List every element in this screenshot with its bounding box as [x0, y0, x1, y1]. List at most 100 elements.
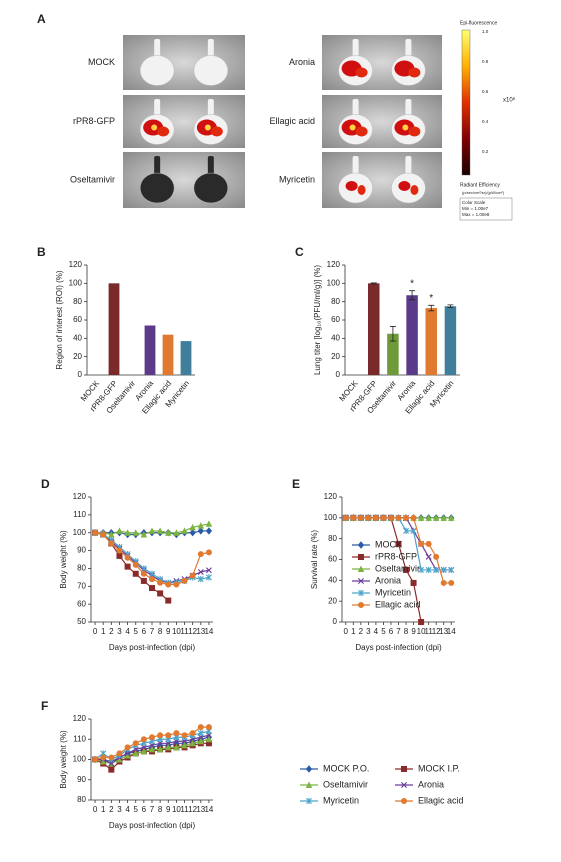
- fluorescence-signal: [357, 185, 366, 195]
- bar: [444, 306, 457, 375]
- legend-marker: [357, 541, 365, 549]
- data-point: [100, 531, 107, 538]
- x-tick-label: 6: [389, 627, 394, 636]
- fluorescence-signal: [355, 126, 368, 137]
- y-tick-label: 120: [327, 260, 341, 269]
- x-tick-label: 11: [180, 627, 189, 636]
- color-scale-box: [459, 197, 513, 221]
- x-tick-label: 7: [150, 627, 155, 636]
- trachea: [207, 99, 214, 118]
- y-tick-label: 80: [328, 534, 337, 543]
- y-tick-label: 60: [331, 315, 340, 324]
- bar: [180, 341, 192, 375]
- x-tick-label: 0: [344, 627, 349, 636]
- data-point: [148, 585, 155, 592]
- fluorescence-signal: [345, 181, 358, 191]
- sample-label: rPR8-GFP: [73, 116, 115, 126]
- lung-image-tile: [123, 95, 245, 148]
- data-point: [124, 744, 131, 751]
- x-tick-label: 8: [404, 627, 409, 636]
- trachea: [352, 156, 359, 176]
- data-point: [448, 579, 455, 586]
- y-axis-label: Survival rate (%): [310, 530, 319, 589]
- data-point: [165, 743, 172, 751]
- x-tick-label: 10: [172, 805, 181, 814]
- fluorescence-signal: [157, 126, 170, 137]
- y-tick-label: 80: [77, 564, 86, 573]
- data-point: [124, 554, 131, 561]
- data-point: [132, 749, 139, 757]
- data-point: [148, 576, 155, 583]
- data-point: [205, 735, 213, 743]
- x-tick-label: 2: [109, 627, 114, 636]
- trachea: [154, 156, 161, 176]
- y-tick-label: 50: [77, 617, 86, 626]
- y-tick-label: 40: [331, 333, 340, 342]
- data-point: [173, 529, 180, 536]
- trachea: [405, 99, 412, 118]
- data-point: [205, 574, 212, 581]
- data-point: [140, 565, 147, 572]
- data-point: [181, 741, 188, 749]
- sample-label: MOCK: [88, 57, 115, 67]
- legend-label: Ellagic acid: [375, 599, 421, 609]
- legend-label: Aronia: [375, 575, 401, 585]
- data-point: [425, 514, 432, 521]
- data-point: [447, 514, 455, 521]
- data-point: [189, 523, 196, 531]
- data-point: [181, 577, 188, 584]
- legend-label: MOCK I.P.: [418, 763, 460, 773]
- y-tick-label: 90: [77, 775, 86, 784]
- bar: [144, 325, 156, 375]
- x-tick-label: 0: [93, 627, 98, 636]
- y-tick-label: 90: [77, 546, 86, 555]
- trachea: [154, 99, 161, 118]
- color-bar-tick: 0.4: [482, 119, 489, 124]
- legend-label: Oseltamivir: [323, 779, 368, 789]
- color-bar-tick: 0.2: [482, 149, 489, 154]
- y-tick-label: 0: [78, 370, 83, 379]
- lung: [139, 172, 175, 204]
- error-bar: [389, 326, 396, 342]
- legend-label: Ellagic acid: [418, 795, 464, 805]
- color-bar-unit-title: Radiant Efficiency: [460, 182, 500, 188]
- color-scale-min: Min = 1.00e7: [462, 206, 489, 211]
- x-tick-label: 9: [166, 627, 171, 636]
- data-point: [433, 553, 440, 560]
- data-point: [403, 527, 410, 534]
- legend-label: Aronia: [418, 779, 444, 789]
- x-tick-label: 14: [204, 627, 213, 636]
- error-bar: [428, 304, 435, 312]
- lung-image-tile: [123, 152, 245, 208]
- data-point: [205, 724, 212, 731]
- data-point: [418, 566, 425, 574]
- x-tick-label: 12: [188, 627, 197, 636]
- data-point: [181, 732, 188, 739]
- y-axis-label: Body weight (%): [59, 530, 68, 589]
- x-tick-label: 7: [150, 805, 155, 814]
- data-point: [410, 579, 417, 586]
- data-point: [157, 732, 164, 739]
- x-tick-label: 2: [359, 627, 364, 636]
- x-tick-label: 6: [142, 805, 147, 814]
- x-tick-label: 11: [424, 627, 433, 636]
- y-tick-label: 60: [77, 599, 86, 608]
- x-tick-label: 14: [204, 805, 213, 814]
- x-tick-label: 4: [125, 627, 130, 636]
- data-point: [387, 514, 394, 521]
- legend-marker: [400, 766, 407, 773]
- data-point: [350, 514, 357, 521]
- data-point: [140, 577, 147, 584]
- legend-marker: [357, 554, 364, 561]
- lung: [193, 172, 229, 204]
- data-point: [124, 563, 131, 570]
- y-tick-label: 120: [69, 260, 83, 269]
- sample-label: Oseltamivir: [70, 174, 115, 184]
- x-axis-label: Days post-infection (dpi): [109, 643, 196, 652]
- y-tick-label: 0: [333, 617, 338, 626]
- y-tick-label: 110: [73, 734, 86, 743]
- trachea: [405, 39, 412, 59]
- y-tick-label: 120: [324, 492, 338, 501]
- x-tick-label: 1: [101, 805, 106, 814]
- color-bar-unit: (p/sec/cm²/sr)/(µW/cm²): [462, 190, 505, 195]
